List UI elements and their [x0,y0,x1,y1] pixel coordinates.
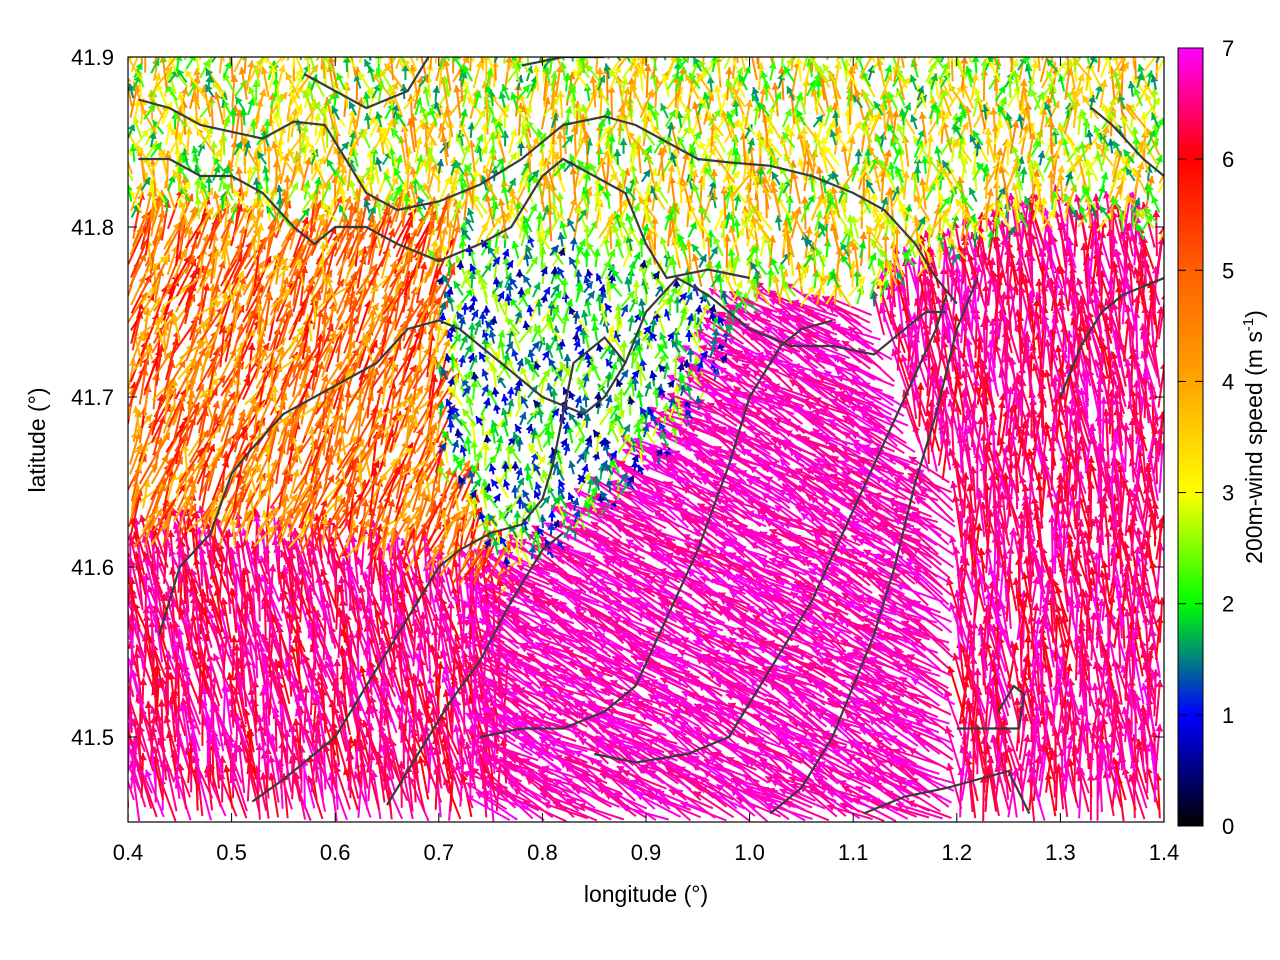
wind-arrow [111,647,130,690]
wind-arrow [110,516,129,557]
wind-arrow [115,704,128,752]
wind-arrow [107,771,128,817]
wind-arrow [121,524,129,573]
